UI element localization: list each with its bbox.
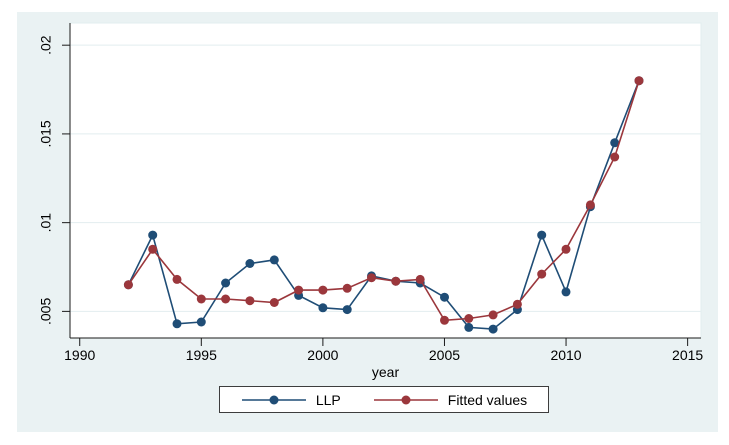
data-point bbox=[148, 244, 158, 254]
data-point bbox=[269, 298, 279, 307]
data-point bbox=[318, 285, 328, 295]
data-point bbox=[245, 296, 255, 306]
legend-item-fitted-values: Fitted values bbox=[373, 392, 527, 408]
data-point bbox=[464, 314, 474, 323]
data-point bbox=[561, 244, 571, 254]
series-line-1 bbox=[127, 80, 640, 322]
data-point bbox=[415, 274, 425, 284]
y-tick-label: .015 bbox=[38, 120, 54, 147]
data-point bbox=[488, 324, 498, 334]
data-point bbox=[488, 310, 498, 320]
data-point bbox=[294, 285, 304, 295]
legend: LLP Fitted values bbox=[219, 386, 549, 413]
x-tick-label: 1995 bbox=[186, 347, 217, 363]
data-point bbox=[318, 303, 328, 313]
data-point bbox=[440, 292, 449, 302]
data-point bbox=[585, 200, 595, 210]
data-point bbox=[172, 274, 182, 284]
y-tick-label: .02 bbox=[38, 35, 54, 55]
data-point bbox=[440, 315, 449, 325]
x-axis-label: year bbox=[372, 364, 400, 380]
x-tick-label: 1990 bbox=[64, 347, 95, 363]
data-point bbox=[537, 269, 547, 279]
data-point bbox=[196, 294, 206, 304]
y-tick-label: .01 bbox=[38, 213, 54, 233]
data-point bbox=[123, 280, 133, 290]
legend-label-fitted-values: Fitted values bbox=[447, 391, 528, 408]
y-tick-label: .005 bbox=[38, 298, 54, 325]
data-point bbox=[610, 152, 620, 162]
data-point bbox=[342, 283, 352, 293]
legend-label-llp: LLP bbox=[315, 391, 341, 408]
series-line-0 bbox=[127, 80, 640, 330]
data-point bbox=[269, 255, 279, 265]
x-tick-label: 2005 bbox=[429, 347, 460, 363]
plot-area bbox=[69, 22, 702, 339]
data-point bbox=[342, 305, 352, 315]
data-point bbox=[367, 273, 376, 283]
data-point bbox=[610, 138, 620, 148]
legend-item-llp: LLP bbox=[241, 392, 341, 408]
data-point bbox=[537, 230, 547, 240]
data-point bbox=[391, 276, 401, 286]
x-tick-label: 2000 bbox=[307, 347, 338, 363]
data-point bbox=[221, 294, 231, 304]
data-point bbox=[148, 230, 158, 240]
data-point bbox=[172, 319, 182, 329]
x-tick-label: 2010 bbox=[550, 347, 581, 363]
data-point bbox=[196, 317, 206, 327]
data-point bbox=[561, 287, 571, 297]
data-point bbox=[221, 278, 231, 288]
data-point bbox=[512, 299, 522, 309]
llp-line-marker-icon bbox=[241, 395, 306, 404]
data-point bbox=[245, 259, 255, 268]
fitted-values-line-marker-icon bbox=[373, 395, 438, 404]
x-tick-label: 2015 bbox=[672, 347, 703, 363]
data-point bbox=[464, 322, 474, 332]
data-point bbox=[634, 76, 644, 86]
